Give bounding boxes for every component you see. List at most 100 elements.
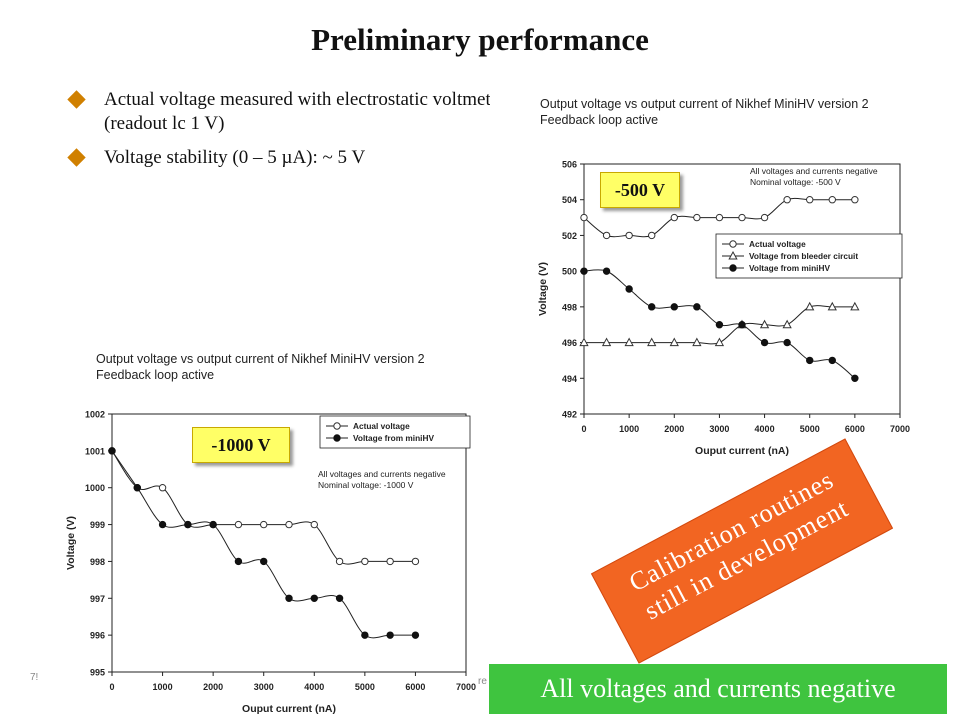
- open-circle-marker: [580, 213, 588, 222]
- filled-circle-marker: [602, 267, 611, 275]
- x-axis-label: Ouput current (nA): [242, 703, 336, 715]
- open-circle-marker: [335, 557, 344, 566]
- x-tick-label: 4000: [755, 424, 775, 434]
- x-tick-label: 7000: [890, 424, 910, 434]
- series-markers: [580, 196, 859, 240]
- filled-circle-marker: [333, 434, 341, 442]
- y-tick-label: 1001: [85, 446, 105, 456]
- diamond-bullet-icon: [67, 148, 86, 167]
- open-circle-marker: [285, 520, 293, 529]
- x-tick-label: 5000: [800, 424, 820, 434]
- filled-circle-marker: [158, 520, 167, 529]
- filled-circle-marker: [580, 267, 588, 275]
- legend-box: [715, 233, 903, 279]
- y-tick-label: 502: [562, 231, 577, 241]
- filled-circle-marker: [386, 631, 394, 639]
- tag-500v: -500 V: [600, 172, 680, 208]
- y-tick-label: 996: [90, 631, 105, 641]
- legend-entry-label: Voltage from bleeder circuit: [749, 251, 858, 261]
- chart-500v: Output voltage vs output current of Nikh…: [490, 92, 930, 464]
- bullet-text: Voltage stability (0 – 5 µA): ~ 5 V: [104, 147, 366, 168]
- chart-annotation: Nominal voltage: -1000 V: [318, 480, 414, 490]
- open-triangle-marker: [759, 319, 770, 329]
- open-circle-marker: [760, 213, 769, 222]
- x-tick-label: 3000: [254, 682, 274, 692]
- legend-entry-label: Actual voltage: [749, 239, 806, 249]
- open-circle-marker: [648, 231, 656, 240]
- x-tick-label: 7000: [456, 682, 476, 692]
- open-circle-marker: [806, 196, 814, 204]
- chart-title-line: Output voltage vs output current of Nikh…: [96, 352, 425, 366]
- open-circle-marker: [715, 213, 724, 222]
- y-tick-label: 498: [562, 302, 577, 312]
- calibration-note: Calibration routines still in developmen…: [590, 438, 894, 664]
- open-circle-marker: [851, 196, 859, 204]
- open-circle-marker: [158, 484, 167, 492]
- y-tick-label: 1000: [85, 483, 105, 493]
- filled-circle-marker: [670, 303, 678, 311]
- chart-plot: 995 996 997 998 999 1000 1001 1002 0 1000 2000 3000…: [65, 410, 476, 716]
- chart-annotation: Nominal voltage: -500 V: [750, 177, 841, 187]
- open-triangle-marker: [579, 337, 589, 347]
- filled-circle-marker: [133, 484, 141, 492]
- x-tick-label: 0: [109, 682, 114, 692]
- filled-circle-marker: [625, 285, 633, 293]
- open-triangle-marker: [647, 337, 657, 347]
- chart-annotation: All voltages and currents negative: [318, 469, 446, 479]
- filled-circle-marker: [335, 594, 344, 602]
- y-tick-label: 1002: [85, 410, 105, 420]
- filled-circle-marker: [209, 520, 217, 529]
- y-tick-label: 504: [562, 195, 577, 205]
- x-tick-label: 2000: [664, 424, 684, 434]
- bullet-item: Voltage stability (0 – 5 µA): ~ 5 V: [67, 146, 528, 170]
- x-tick-label: 5000: [355, 682, 375, 692]
- chart-1000v: Output voltage vs output current of Nikh…: [28, 348, 480, 720]
- legend-entry-label: Voltage from miniHV: [353, 433, 434, 443]
- y-tick-label: 506: [562, 160, 577, 170]
- x-tick-label: 1000: [619, 424, 639, 434]
- legend-box: [319, 415, 471, 449]
- filled-circle-marker: [310, 594, 318, 602]
- chart-plot: 492 494 496 498 500 502 504 506 0 1000 2000 3000 400…: [537, 160, 910, 458]
- filled-circle-marker: [851, 374, 859, 382]
- open-circle-marker: [411, 557, 420, 566]
- x-tick-label: 0: [581, 424, 586, 434]
- footer-page-fragment: 7!: [30, 672, 39, 683]
- y-tick-label: 496: [562, 338, 577, 348]
- filled-circle-marker: [108, 447, 116, 455]
- filled-circle-marker: [234, 557, 243, 566]
- filled-circle-marker: [828, 356, 836, 365]
- open-triangle-marker: [805, 301, 815, 311]
- open-circle-marker: [602, 231, 611, 240]
- open-triangle-marker: [601, 337, 612, 347]
- open-circle-marker: [693, 213, 701, 222]
- filled-circle-marker: [738, 321, 746, 329]
- filled-circle-marker: [783, 338, 791, 347]
- y-tick-label: 999: [90, 520, 105, 530]
- slide-title: Preliminary performance: [311, 22, 649, 57]
- open-circle-marker: [386, 557, 394, 566]
- open-circle-marker: [260, 520, 268, 529]
- series-markers: [580, 267, 859, 382]
- y-tick-label: 492: [562, 410, 577, 420]
- open-circle-marker: [783, 196, 791, 204]
- open-triangle-marker: [624, 337, 634, 347]
- filled-circle-marker: [184, 520, 192, 529]
- y-axis-label: Voltage (V): [537, 262, 549, 316]
- chart-subtitle-line: Feedback loop active: [540, 113, 659, 127]
- y-tick-label: 500: [562, 267, 577, 277]
- open-triangle-marker: [728, 250, 738, 260]
- filled-circle-marker: [693, 303, 701, 311]
- filled-circle-marker: [648, 303, 656, 311]
- filled-circle-marker: [715, 321, 724, 329]
- chart-subtitle-line: Feedback loop active: [96, 368, 215, 382]
- x-tick-label: 1000: [153, 682, 173, 692]
- filled-circle-marker: [285, 594, 293, 602]
- x-tick-label: 3000: [709, 424, 729, 434]
- open-circle-marker: [234, 520, 243, 529]
- y-tick-label: 494: [562, 374, 577, 384]
- x-tick-label: 2000: [203, 682, 223, 692]
- series-markers: [579, 301, 860, 347]
- series-markers: [108, 447, 420, 639]
- open-circle-marker: [333, 422, 341, 430]
